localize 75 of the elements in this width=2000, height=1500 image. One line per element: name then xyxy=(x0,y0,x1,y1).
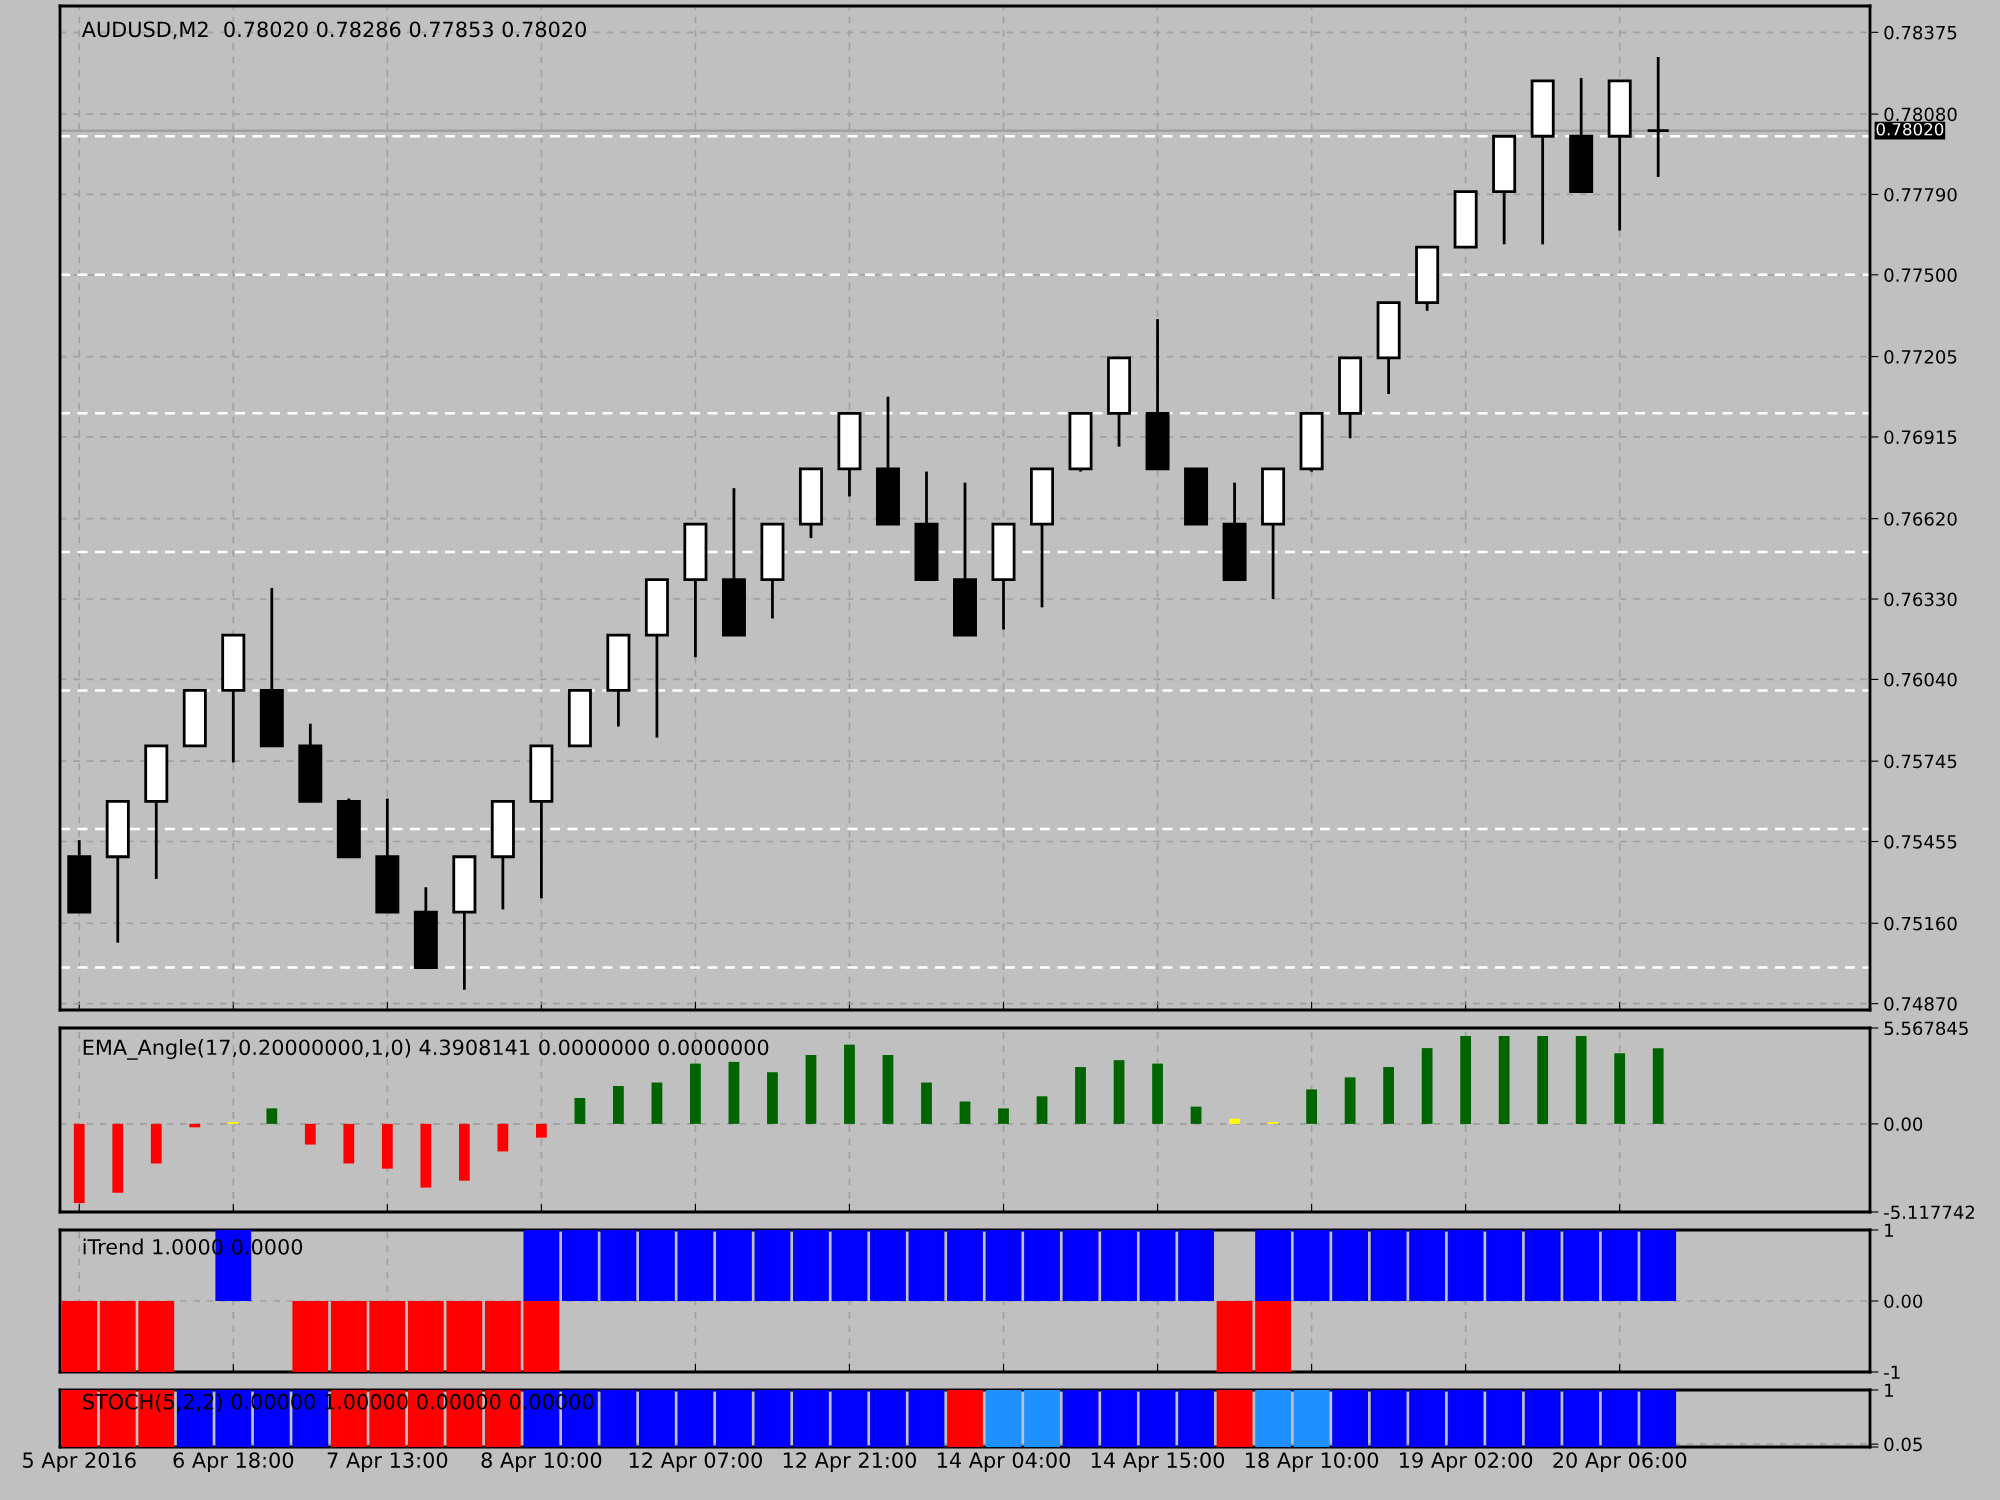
y-tick-label: 0.78080 xyxy=(1884,107,1957,122)
bar xyxy=(535,1123,547,1138)
bar xyxy=(1190,1106,1202,1124)
bar xyxy=(1113,1060,1125,1124)
bar xyxy=(1460,1036,1472,1124)
x-tick-label: 14 Apr 04:00 xyxy=(937,1452,1071,1473)
y-tick-label: 0.75455 xyxy=(1884,834,1957,849)
y-tick-label: 0.77500 xyxy=(1884,268,1957,282)
bar xyxy=(1152,1063,1163,1124)
bar xyxy=(998,1108,1009,1124)
y-tick-label: 0.74870 xyxy=(1884,997,1957,1011)
y-tick-label: 0.76620 xyxy=(1884,512,1957,526)
bar xyxy=(112,1123,124,1193)
y-tick-label: 0.00 xyxy=(1884,1294,1923,1309)
y-tick-label: 0.78375 xyxy=(1884,25,1957,40)
x-tick-label: 19 Apr 02:00 xyxy=(1400,1452,1533,1473)
x-tick-label: 8 Apr 10:00 xyxy=(481,1452,602,1473)
y-tick-label: 0.75160 xyxy=(1884,916,1957,931)
bar xyxy=(767,1072,778,1124)
bar xyxy=(381,1123,393,1169)
bar xyxy=(651,1082,663,1124)
y-tick-label: 0.76330 xyxy=(1884,592,1957,607)
x-tick-label: 7 Apr 13:00 xyxy=(327,1452,448,1473)
text: EMA_Angle(17,0.20000000,1,0) 4.3908141 0.0000000 0.0000000 xyxy=(83,1039,769,1060)
bar xyxy=(1498,1036,1510,1124)
bar xyxy=(304,1123,316,1145)
bar xyxy=(921,1082,932,1124)
y-tick-label: -5.117742 xyxy=(1884,1205,1975,1220)
bar xyxy=(1036,1096,1048,1124)
bar xyxy=(1229,1118,1240,1124)
bar xyxy=(1652,1048,1664,1124)
bar xyxy=(882,1055,894,1124)
bar xyxy=(690,1063,701,1124)
bar xyxy=(1421,1048,1433,1124)
bar xyxy=(343,1123,355,1164)
bar xyxy=(1306,1089,1317,1124)
y-tick-label: 1 xyxy=(1885,1383,1894,1397)
bar xyxy=(1383,1067,1395,1124)
bar xyxy=(497,1123,509,1152)
bar xyxy=(150,1123,162,1164)
bar xyxy=(420,1123,432,1188)
bar xyxy=(1575,1036,1587,1124)
bar xyxy=(844,1044,855,1124)
bar xyxy=(458,1123,470,1181)
bar xyxy=(728,1061,740,1124)
bar xyxy=(1344,1077,1356,1124)
candlestick xyxy=(1646,55,1671,179)
x-tick-label: 6 Apr 18:00 xyxy=(173,1452,294,1473)
x-tick-label: 20 Apr 06:00 xyxy=(1553,1452,1687,1473)
bar xyxy=(73,1123,85,1204)
x-tick-label: 12 Apr 07:00 xyxy=(629,1452,762,1473)
bar xyxy=(613,1085,624,1124)
ref-line-label: 0.78020 xyxy=(1876,122,1944,136)
bar xyxy=(959,1101,971,1124)
y-tick-label: 0.77790 xyxy=(1884,187,1957,202)
bar xyxy=(266,1108,278,1124)
bar xyxy=(1537,1036,1549,1124)
y-tick-label: 0.76915 xyxy=(1884,430,1957,445)
bar xyxy=(574,1098,586,1124)
bar xyxy=(1614,1053,1626,1124)
text: AUDUSD,M2 0.78020 0.78286 0.77853 0.78020 xyxy=(81,21,586,40)
bar xyxy=(805,1055,817,1124)
y-tick-label: 0.05 xyxy=(1884,1437,1922,1452)
x-tick-label: 14 Apr 15:00 xyxy=(1091,1452,1225,1473)
y-tick-label: 5.567845 xyxy=(1884,1021,1968,1036)
x-tick-label: 12 Apr 21:00 xyxy=(783,1452,916,1473)
y-tick-label: 0.75745 xyxy=(1884,754,1957,769)
x-tick-label: 18 Apr 10:00 xyxy=(1245,1452,1379,1473)
y-tick-label: 1 xyxy=(1885,1223,1894,1237)
bar xyxy=(1075,1067,1086,1124)
y-tick-label: -1 xyxy=(1884,1365,1900,1379)
y-tick-label: 0.76040 xyxy=(1884,672,1957,687)
y-tick-label: 0.77205 xyxy=(1884,350,1957,364)
y-tick-label: 0.00 xyxy=(1884,1117,1923,1131)
x-tick-label: 5 Apr 2016 xyxy=(23,1452,136,1473)
